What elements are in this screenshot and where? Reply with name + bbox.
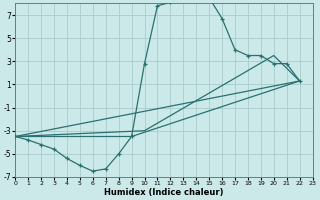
X-axis label: Humidex (Indice chaleur): Humidex (Indice chaleur) [104, 188, 224, 197]
